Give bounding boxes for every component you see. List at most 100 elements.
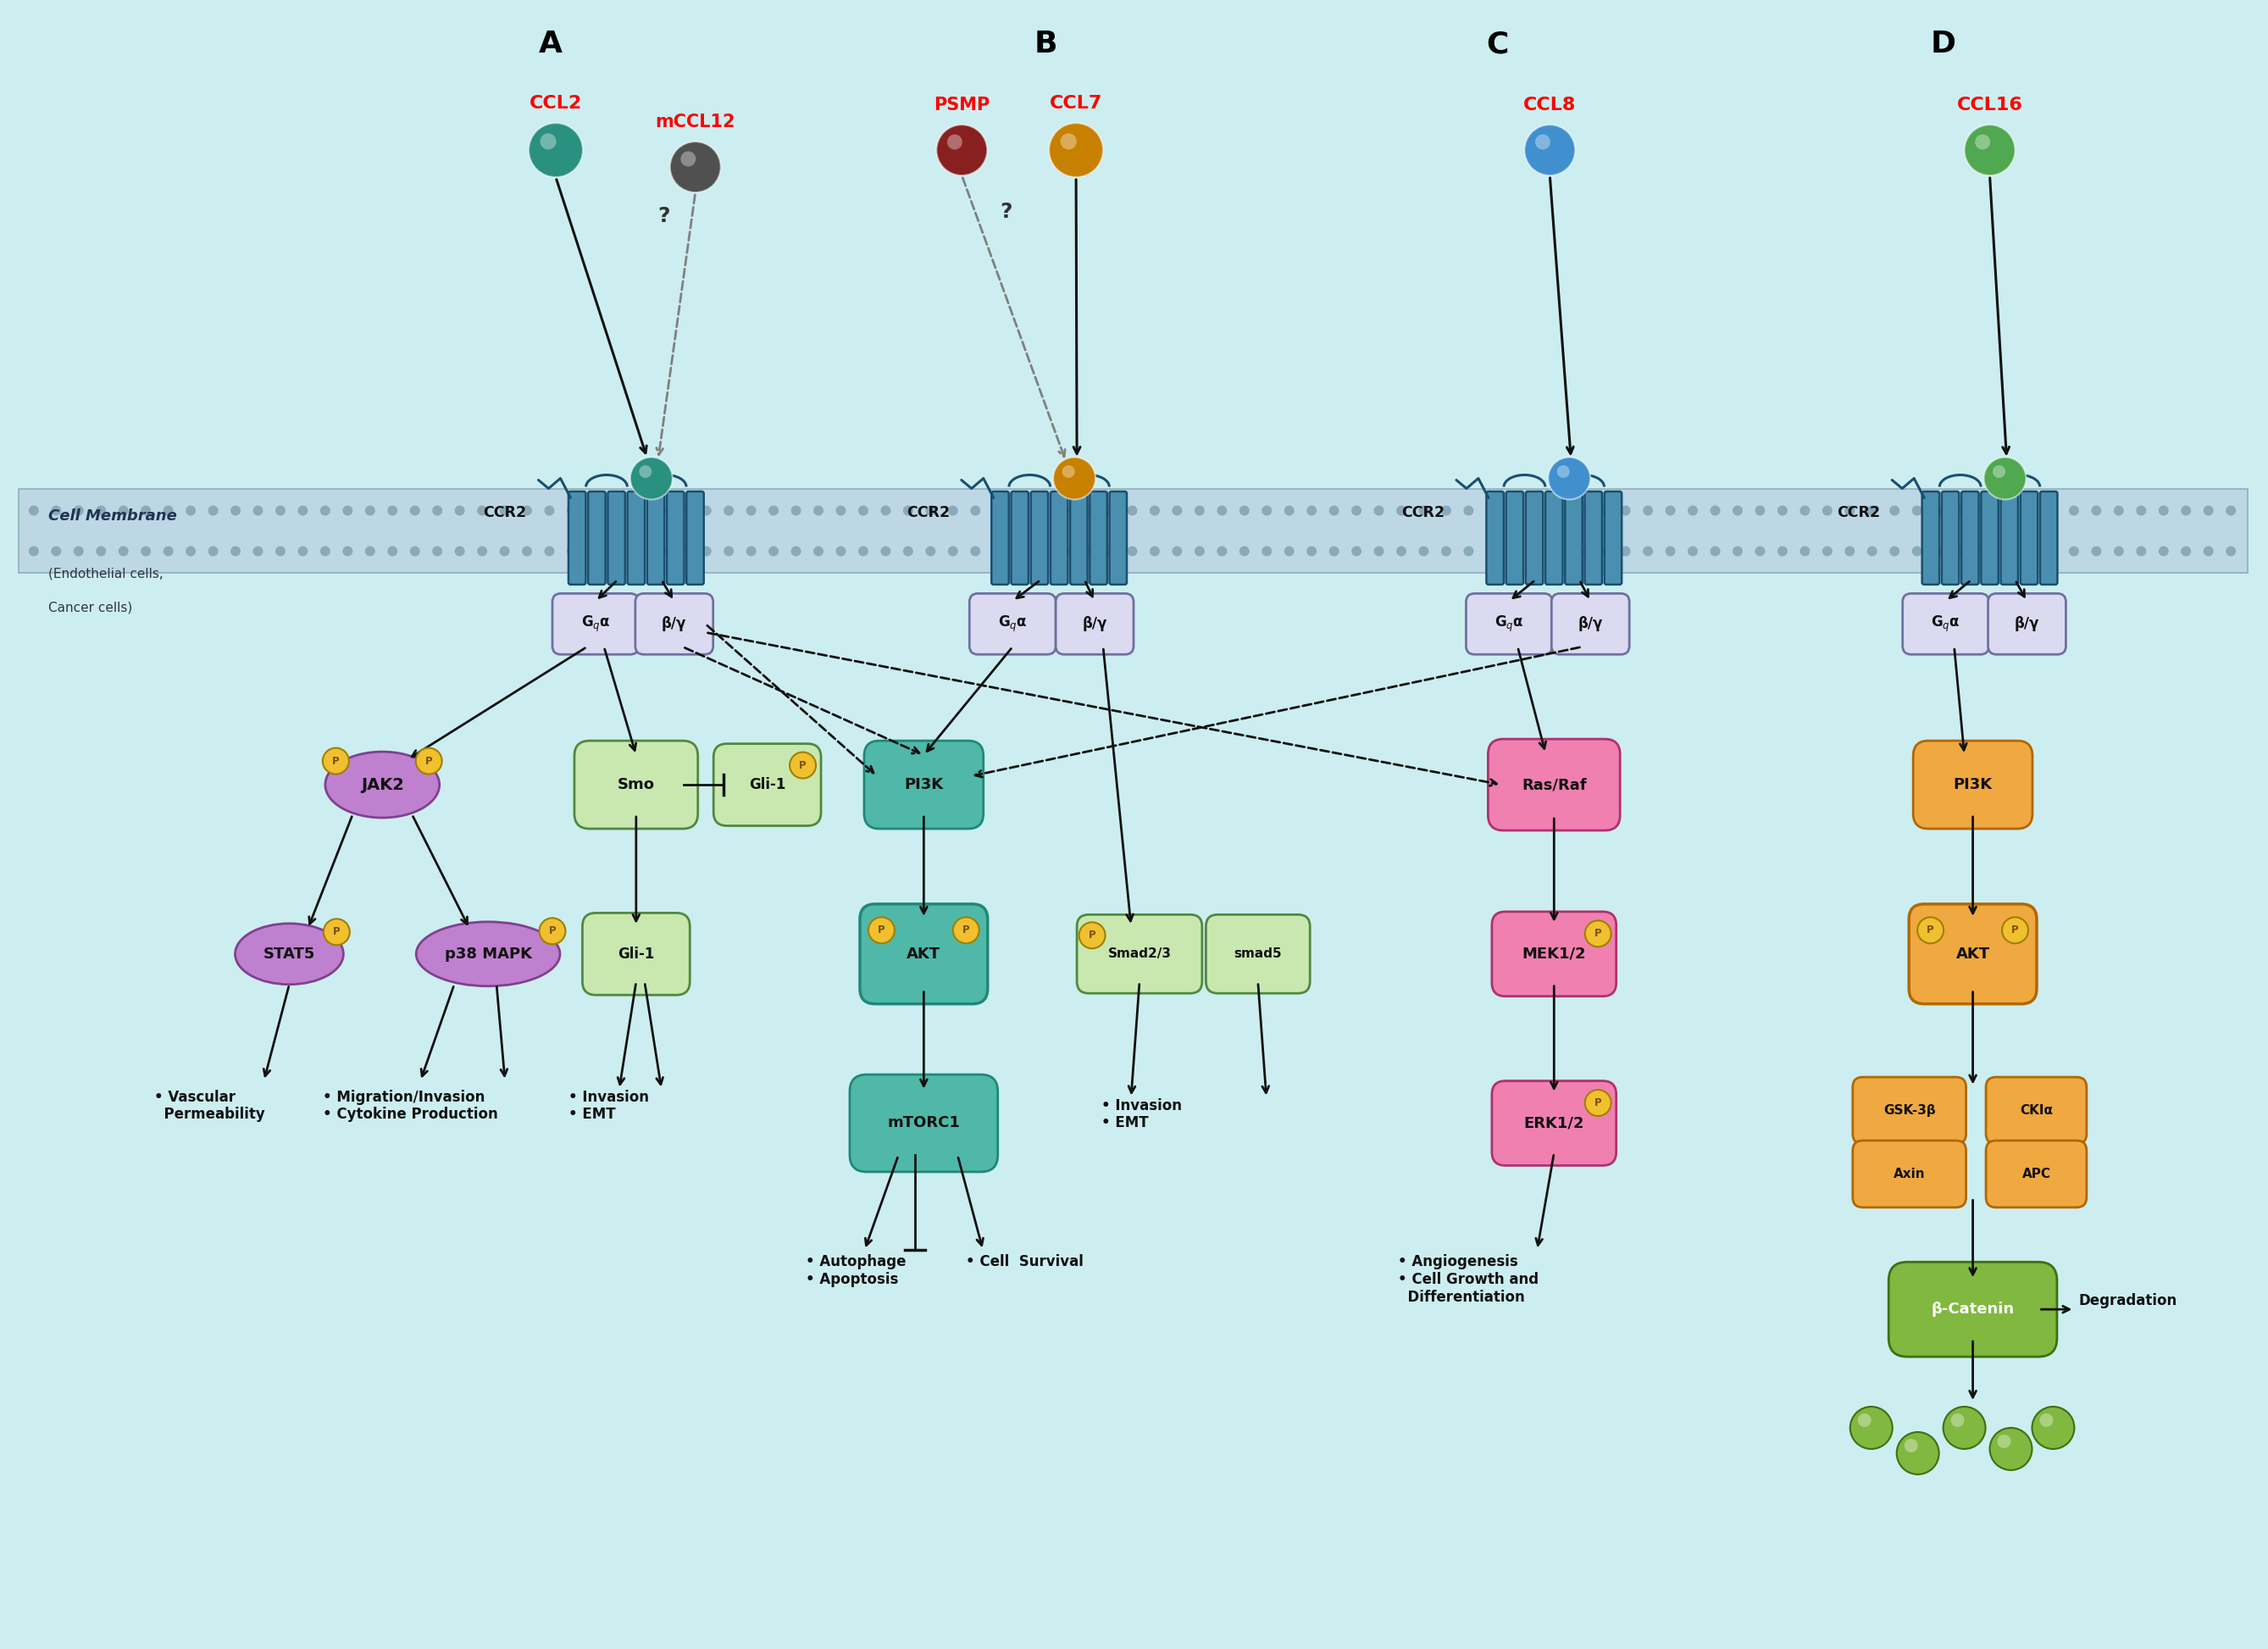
Circle shape <box>1440 546 1452 556</box>
Circle shape <box>1642 506 1653 516</box>
FancyBboxPatch shape <box>1565 491 1583 584</box>
Circle shape <box>1080 922 1105 948</box>
Circle shape <box>1585 1090 1610 1116</box>
FancyBboxPatch shape <box>1070 491 1086 584</box>
FancyBboxPatch shape <box>687 491 703 584</box>
Circle shape <box>2225 546 2236 556</box>
FancyBboxPatch shape <box>635 594 712 655</box>
FancyBboxPatch shape <box>1551 594 1628 655</box>
Circle shape <box>2039 1413 2053 1426</box>
Text: P: P <box>549 925 556 937</box>
Circle shape <box>388 546 397 556</box>
Circle shape <box>1554 546 1563 556</box>
FancyBboxPatch shape <box>1853 1077 1966 1144</box>
Text: Gli-1: Gli-1 <box>748 777 785 793</box>
Circle shape <box>476 506 488 516</box>
Circle shape <box>567 506 576 516</box>
Circle shape <box>1238 546 1250 556</box>
FancyBboxPatch shape <box>553 594 640 655</box>
FancyBboxPatch shape <box>1941 491 1960 584</box>
Circle shape <box>1261 546 1272 556</box>
Circle shape <box>1964 125 2014 175</box>
Circle shape <box>789 752 816 778</box>
Circle shape <box>723 506 735 516</box>
FancyBboxPatch shape <box>18 488 2248 574</box>
FancyBboxPatch shape <box>569 491 585 584</box>
Text: mTORC1: mTORC1 <box>887 1116 959 1131</box>
FancyBboxPatch shape <box>1465 594 1551 655</box>
Circle shape <box>342 506 354 516</box>
Circle shape <box>1463 546 1474 556</box>
Text: STAT5: STAT5 <box>263 947 315 961</box>
Circle shape <box>635 506 644 516</box>
Circle shape <box>499 506 510 516</box>
Text: G$_q$α: G$_q$α <box>1930 613 1960 633</box>
Circle shape <box>365 506 374 516</box>
Text: CCR2: CCR2 <box>1837 505 1880 519</box>
Circle shape <box>680 152 696 167</box>
Circle shape <box>1173 506 1182 516</box>
Text: CCL7: CCL7 <box>1050 96 1102 112</box>
Circle shape <box>388 506 397 516</box>
Circle shape <box>631 457 674 500</box>
Text: P: P <box>878 925 885 935</box>
Text: ERK1/2: ERK1/2 <box>1524 1116 1585 1131</box>
Circle shape <box>1957 506 1966 516</box>
Text: • Vascular
  Permeability: • Vascular Permeability <box>154 1090 265 1123</box>
Circle shape <box>1061 465 1075 478</box>
Circle shape <box>1619 506 1631 516</box>
Text: Cell Membrane: Cell Membrane <box>48 508 177 523</box>
FancyBboxPatch shape <box>1488 739 1619 831</box>
Text: P: P <box>333 927 340 938</box>
Circle shape <box>163 546 172 556</box>
Circle shape <box>2046 546 2057 556</box>
FancyBboxPatch shape <box>1486 491 1504 584</box>
Text: P: P <box>331 755 340 767</box>
Circle shape <box>2003 917 2028 943</box>
Text: CCR2: CCR2 <box>483 505 526 519</box>
Circle shape <box>1950 1413 1964 1426</box>
FancyBboxPatch shape <box>1526 491 1542 584</box>
Circle shape <box>1535 134 1551 150</box>
Circle shape <box>95 506 107 516</box>
Circle shape <box>52 546 61 556</box>
Circle shape <box>746 546 755 556</box>
Circle shape <box>1440 506 1452 516</box>
Circle shape <box>2003 506 2012 516</box>
Circle shape <box>1531 506 1540 516</box>
Circle shape <box>52 506 61 516</box>
Circle shape <box>544 546 553 556</box>
Circle shape <box>297 546 308 556</box>
Circle shape <box>1851 1407 1892 1449</box>
Text: AKT: AKT <box>1955 947 1989 961</box>
Circle shape <box>655 546 667 556</box>
FancyBboxPatch shape <box>1077 915 1202 993</box>
Circle shape <box>522 506 533 516</box>
Circle shape <box>1867 506 1878 516</box>
FancyBboxPatch shape <box>714 744 821 826</box>
Text: Smo: Smo <box>617 777 655 793</box>
Circle shape <box>937 125 987 175</box>
Circle shape <box>1665 546 1676 556</box>
Text: PI3K: PI3K <box>1953 777 1991 793</box>
Circle shape <box>1935 546 1944 556</box>
Circle shape <box>880 546 891 556</box>
Circle shape <box>297 506 308 516</box>
Text: A: A <box>540 30 562 59</box>
Text: CCR2: CCR2 <box>907 505 950 519</box>
FancyBboxPatch shape <box>1903 594 1989 655</box>
Circle shape <box>433 546 442 556</box>
Circle shape <box>2068 506 2080 516</box>
Text: C: C <box>1486 30 1508 59</box>
Circle shape <box>1486 506 1497 516</box>
Text: ?: ? <box>658 206 669 226</box>
Circle shape <box>2068 546 2080 556</box>
Circle shape <box>1687 506 1699 516</box>
Circle shape <box>1016 506 1025 516</box>
Circle shape <box>1957 546 1966 556</box>
Circle shape <box>701 506 712 516</box>
FancyBboxPatch shape <box>1055 594 1134 655</box>
Circle shape <box>231 546 240 556</box>
Circle shape <box>1127 546 1136 556</box>
Circle shape <box>2091 546 2102 556</box>
